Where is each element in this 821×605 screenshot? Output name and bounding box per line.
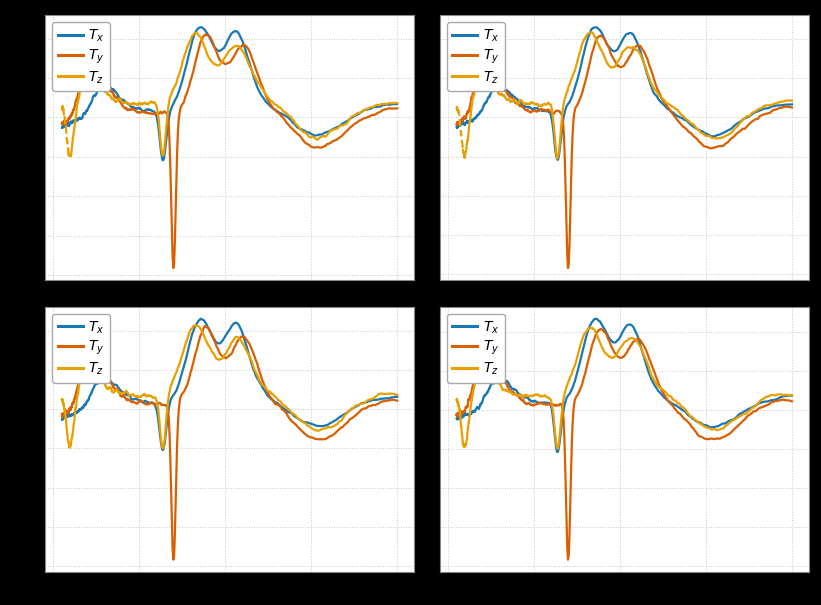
Legend: $T_x$, $T_y$, $T_z$: $T_x$, $T_y$, $T_z$ [447, 313, 505, 383]
Legend: $T_x$, $T_y$, $T_z$: $T_x$, $T_y$, $T_z$ [52, 22, 110, 91]
Legend: $T_x$, $T_y$, $T_z$: $T_x$, $T_y$, $T_z$ [52, 313, 110, 383]
Legend: $T_x$, $T_y$, $T_z$: $T_x$, $T_y$, $T_z$ [447, 22, 505, 91]
